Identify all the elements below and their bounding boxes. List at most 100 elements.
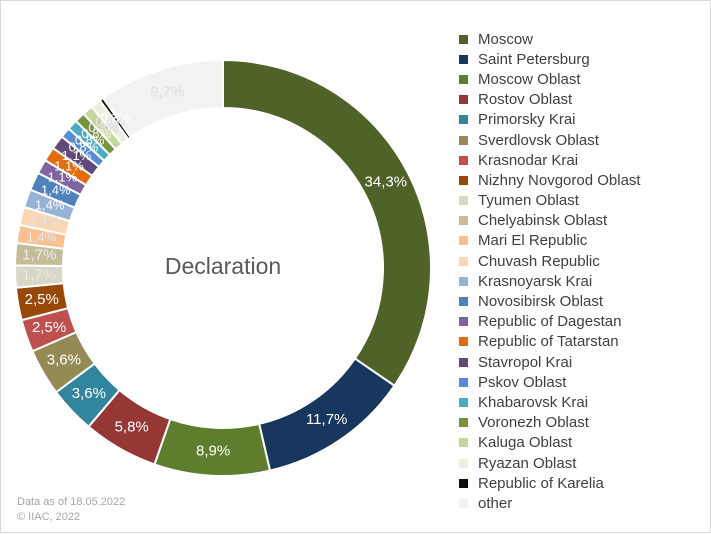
legend-swatch	[459, 297, 468, 307]
slice-other	[101, 58, 224, 139]
legend-swatch	[459, 377, 468, 387]
data-label-moscow: 34,3%	[365, 173, 408, 190]
data-label-republic-of-dagestan: 1,1%	[48, 170, 78, 185]
legend-label: Republic of Tatarstan	[478, 333, 619, 351]
legend-item-rostov-oblast: Rostov Oblast	[459, 90, 641, 110]
legend-swatch	[459, 95, 468, 105]
data-label-mari-el-republic: 1,4%	[27, 229, 57, 244]
legend-label: Khabarovsk Krai	[478, 393, 589, 411]
data-labels-group: 34,3% 11,7% 8,9% 5,8% 3,6% 3,6% 2,5% 2,5% 1,7% 1,…	[22, 83, 408, 460]
legend-item-moscow: Moscow	[459, 29, 641, 49]
legend-item-voronezh-oblast: Voronezh Oblast	[459, 413, 641, 433]
data-label-moscow-oblast: 8,9%	[196, 443, 230, 460]
legend-item-saint-petersburg: Saint Petersburg	[459, 49, 641, 69]
legend-label: Chelyabinsk Oblast	[478, 212, 608, 230]
legend-swatch	[459, 478, 468, 488]
legend-swatch	[459, 418, 468, 428]
slices-group	[14, 58, 432, 477]
legend-label: Nizhny Novgorod Oblast	[478, 171, 641, 189]
legend-swatch	[459, 458, 468, 468]
data-label-rostov-oblast: 5,8%	[115, 419, 149, 436]
legend-label: Ryazan Oblast	[478, 454, 577, 472]
legend-swatch	[459, 34, 468, 44]
legend-item-pskov-oblast: Pskov Oblast	[459, 372, 641, 392]
data-label-khabarovsk-krai: 0,8%	[75, 133, 105, 148]
legend-swatch	[459, 196, 468, 206]
data-label-chuvash-republic: 1,4%	[30, 213, 60, 228]
legend-label: Saint Petersburg	[478, 50, 590, 68]
legend-swatch	[459, 54, 468, 64]
legend-item-chelyabinsk-oblast: Chelyabinsk Oblast	[459, 211, 641, 231]
legend: Moscow Saint Petersburg Moscow Oblast Rosto…	[459, 29, 641, 514]
legend-label: Moscow Oblast	[478, 70, 581, 88]
legend-label: Pskov Oblast	[478, 373, 567, 391]
legend-label: Republic of Karelia	[478, 474, 604, 492]
legend-label: Sverdlovsk Oblast	[478, 131, 599, 149]
legend-swatch	[459, 175, 468, 185]
legend-label: Stavropol Krai	[478, 353, 573, 371]
legend-swatch	[459, 317, 468, 327]
legend-item-stavropol-krai: Stavropol Krai	[459, 352, 641, 372]
legend-swatch	[459, 337, 468, 347]
data-label-saint-petersburg: 11,7%	[306, 411, 347, 428]
legend-item-moscow-oblast: Moscow Oblast	[459, 69, 641, 89]
legend-item-chuvash-republic: Chuvash Republic	[459, 251, 641, 271]
data-label-tyumen-oblast: 1,7%	[22, 267, 56, 284]
footnote: Data as of 18.05.2022 © IIAC, 2022	[17, 495, 125, 525]
legend-swatch	[459, 135, 468, 145]
legend-label: Primorsky Krai	[478, 111, 576, 129]
center-label: Declaration	[165, 253, 281, 279]
legend-item-other: other	[459, 493, 641, 513]
data-label-stavropol-krai: 1,1%	[62, 148, 92, 163]
data-label-voronezh-oblast: 0,8%	[81, 126, 111, 141]
legend-label: Chuvash Republic	[478, 252, 600, 270]
legend-item-republic-of-karelia: Republic of Karelia	[459, 473, 641, 493]
legend-label: Voronezh Oblast	[478, 414, 589, 432]
legend-swatch	[459, 256, 468, 266]
legend-item-mari-el-republic: Mari El Republic	[459, 231, 641, 251]
data-label-kaluga-oblast: 0,8%	[88, 120, 118, 135]
data-label-pskov-oblast: 0,8%	[69, 140, 99, 155]
data-label-sverdlovsk-oblast: 3,6%	[47, 351, 81, 368]
legend-item-khabarovsk-krai: Khabarovsk Krai	[459, 392, 641, 412]
legend-swatch	[459, 74, 468, 84]
legend-item-krasnodar-krai: Krasnodar Krai	[459, 150, 641, 170]
legend-swatch	[459, 438, 468, 448]
legend-swatch	[459, 357, 468, 367]
legend-swatch	[459, 236, 468, 246]
legend-item-ryazan-oblast: Ryazan Oblast	[459, 453, 641, 473]
data-label-republic-of-tatarstan: 1,1%	[54, 159, 84, 174]
legend-swatch	[459, 498, 468, 508]
legend-item-kaluga-oblast: Kaluga Oblast	[459, 433, 641, 453]
legend-label: Mari El Republic	[478, 232, 588, 250]
legend-label: Novosibirsk Oblast	[478, 293, 604, 311]
legend-swatch	[459, 155, 468, 165]
data-label-other: 9,7%	[150, 84, 184, 101]
legend-item-republic-of-tatarstan: Republic of Tatarstan	[459, 332, 641, 352]
legend-item-republic-of-dagestan: Republic of Dagestan	[459, 312, 641, 332]
legend-item-primorsky-krai: Primorsky Krai	[459, 110, 641, 130]
legend-item-sverdlovsk-oblast: Sverdlovsk Oblast	[459, 130, 641, 150]
data-label-chelyabinsk-oblast: 1,7%	[22, 247, 56, 264]
data-label-ryazan-oblast: 0,8%	[96, 114, 126, 129]
legend-swatch	[459, 216, 468, 226]
legend-label: other	[478, 494, 513, 512]
legend-label: Kaluga Oblast	[478, 434, 573, 452]
slice-moscow	[222, 58, 432, 388]
legend-item-novosibirsk-oblast: Novosibirsk Oblast	[459, 291, 641, 311]
legend-item-tyumen-oblast: Tyumen Oblast	[459, 191, 641, 211]
legend-label: Krasnodar Krai	[478, 151, 579, 169]
data-label-primorsky-krai: 3,6%	[72, 385, 106, 402]
copyright-note: © IIAC, 2022	[17, 511, 81, 523]
data-label-krasnodar-krai: 2,5%	[32, 319, 66, 336]
data-label-republic-of-karelia: 0,3%	[101, 110, 131, 125]
data-label-novosibirsk-oblast: 1,4%	[41, 183, 71, 198]
legend-label: Republic of Dagestan	[478, 313, 622, 331]
legend-swatch	[459, 397, 468, 407]
data-date-note: Data as of 18.05.2022	[17, 496, 126, 508]
data-label-nizhny-novgorod-oblast: 2,5%	[25, 291, 59, 308]
legend-swatch	[459, 276, 468, 286]
legend-item-nizhny-novgorod-oblast: Nizhny Novgorod Oblast	[459, 170, 641, 190]
